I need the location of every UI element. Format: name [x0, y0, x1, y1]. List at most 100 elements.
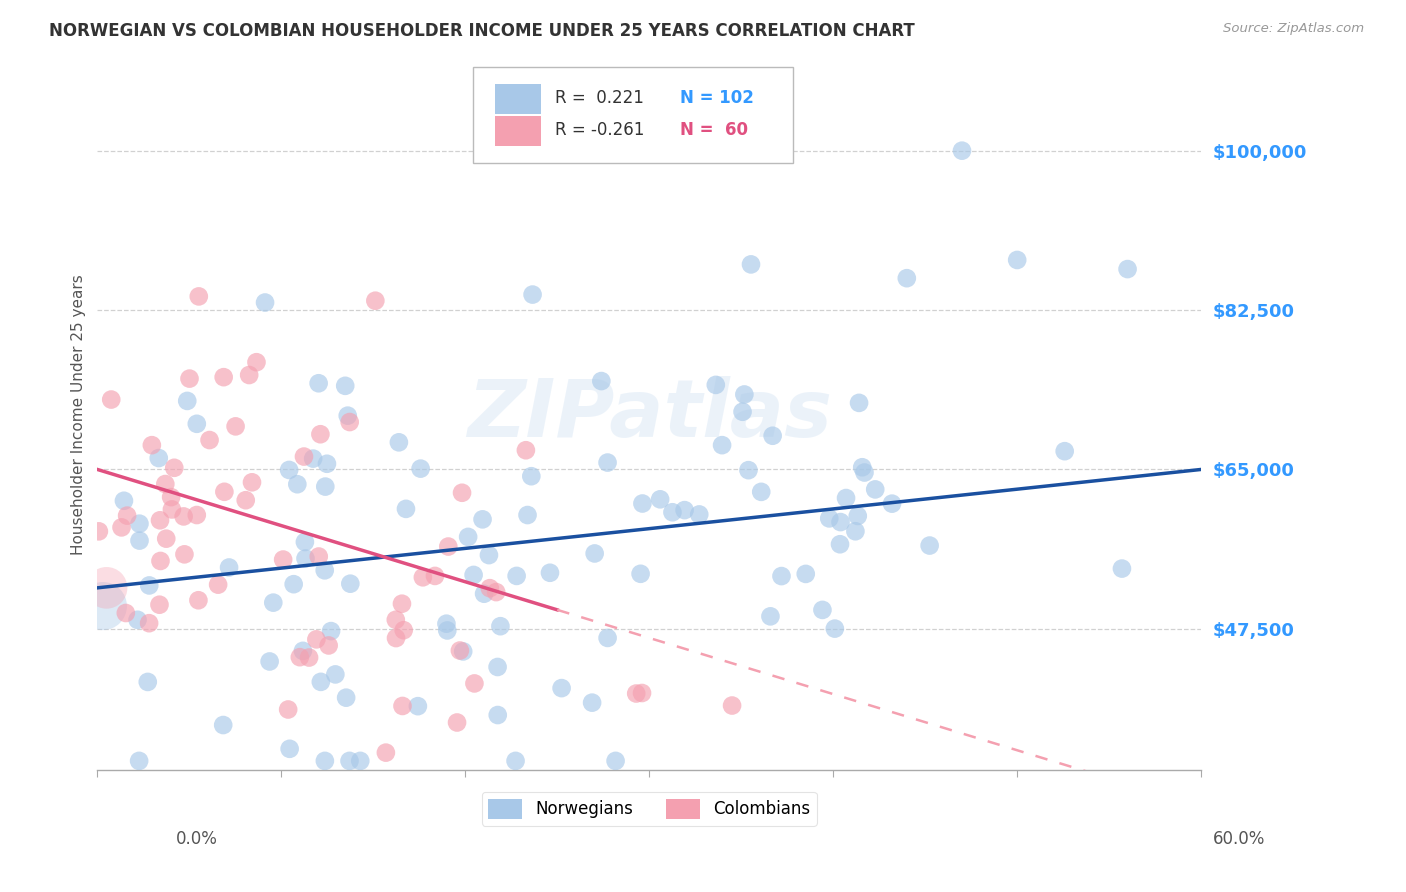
Point [880, 497, 903, 511]
Point [581, 696, 603, 710]
Point [277, 702, 299, 716]
Point [472, 587, 495, 601]
Point [740, 257, 762, 271]
Point [631, 686, 654, 700]
Point [1005, 252, 1028, 267]
Point [731, 405, 754, 419]
Point [835, 491, 858, 505]
Point [349, 754, 371, 768]
Point [391, 698, 413, 713]
Point [437, 540, 460, 554]
Point [148, 598, 170, 612]
Point [218, 560, 240, 574]
Point [339, 415, 361, 429]
Point [704, 377, 727, 392]
Point [254, 295, 277, 310]
Point [550, 681, 572, 695]
Point [391, 597, 413, 611]
Point [950, 144, 973, 158]
Y-axis label: Householder Income Under 25 years: Householder Income Under 25 years [72, 275, 86, 555]
Point [596, 456, 619, 470]
Point [749, 484, 772, 499]
Point [173, 509, 195, 524]
Point [374, 746, 396, 760]
Point [212, 370, 235, 384]
Point [463, 568, 485, 582]
Point [278, 463, 301, 477]
Text: ZIPatlas: ZIPatlas [467, 376, 832, 454]
Text: R = -0.261: R = -0.261 [555, 121, 645, 139]
Point [661, 505, 683, 519]
Point [451, 485, 474, 500]
Point [292, 450, 315, 464]
Point [225, 419, 247, 434]
Point [309, 674, 332, 689]
Point [314, 754, 336, 768]
Point [160, 502, 183, 516]
Point [688, 508, 710, 522]
Point [436, 616, 458, 631]
Point [918, 539, 941, 553]
Point [673, 503, 696, 517]
Point [314, 563, 336, 577]
Point [515, 443, 537, 458]
Point [759, 609, 782, 624]
Point [245, 355, 267, 369]
Point [818, 511, 841, 525]
Point [207, 577, 229, 591]
FancyBboxPatch shape [472, 67, 793, 162]
Point [478, 581, 501, 595]
Point [259, 655, 281, 669]
Point [896, 271, 918, 285]
Point [824, 622, 846, 636]
Point [285, 477, 308, 491]
Point [1053, 444, 1076, 458]
Point [721, 698, 744, 713]
Point [141, 438, 163, 452]
FancyBboxPatch shape [495, 117, 541, 146]
Point [1116, 262, 1139, 277]
Point [630, 566, 652, 581]
Point [87, 524, 110, 539]
Point [478, 548, 501, 562]
Point [115, 508, 138, 523]
Point [596, 631, 619, 645]
Point [262, 596, 284, 610]
Point [138, 578, 160, 592]
Text: N =  60: N = 60 [681, 121, 748, 139]
Point [305, 632, 328, 647]
Point [136, 674, 159, 689]
Text: Source: ZipAtlas.com: Source: ZipAtlas.com [1223, 22, 1364, 36]
Point [294, 535, 316, 549]
Point [238, 368, 260, 382]
Point [160, 490, 183, 504]
Point [463, 676, 485, 690]
Point [128, 516, 150, 531]
Point [863, 483, 886, 497]
Point [173, 547, 195, 561]
Text: R =  0.221: R = 0.221 [555, 89, 644, 107]
Point [198, 433, 221, 447]
Point [271, 552, 294, 566]
Point [516, 508, 538, 522]
Point [179, 371, 201, 385]
Point [385, 631, 408, 645]
Point [423, 569, 446, 583]
Point [91, 599, 114, 613]
Point [339, 576, 361, 591]
Point [505, 754, 527, 768]
Point [187, 289, 209, 303]
Point [395, 501, 418, 516]
Point [128, 533, 150, 548]
Point [770, 569, 793, 583]
Point [624, 686, 647, 700]
Point [412, 570, 434, 584]
Text: N = 102: N = 102 [681, 89, 754, 107]
Legend: Norwegians, Colombians: Norwegians, Colombians [482, 792, 817, 826]
Point [392, 624, 415, 638]
Point [457, 530, 479, 544]
Point [155, 477, 177, 491]
Point [335, 690, 357, 705]
Point [149, 554, 172, 568]
Point [176, 393, 198, 408]
